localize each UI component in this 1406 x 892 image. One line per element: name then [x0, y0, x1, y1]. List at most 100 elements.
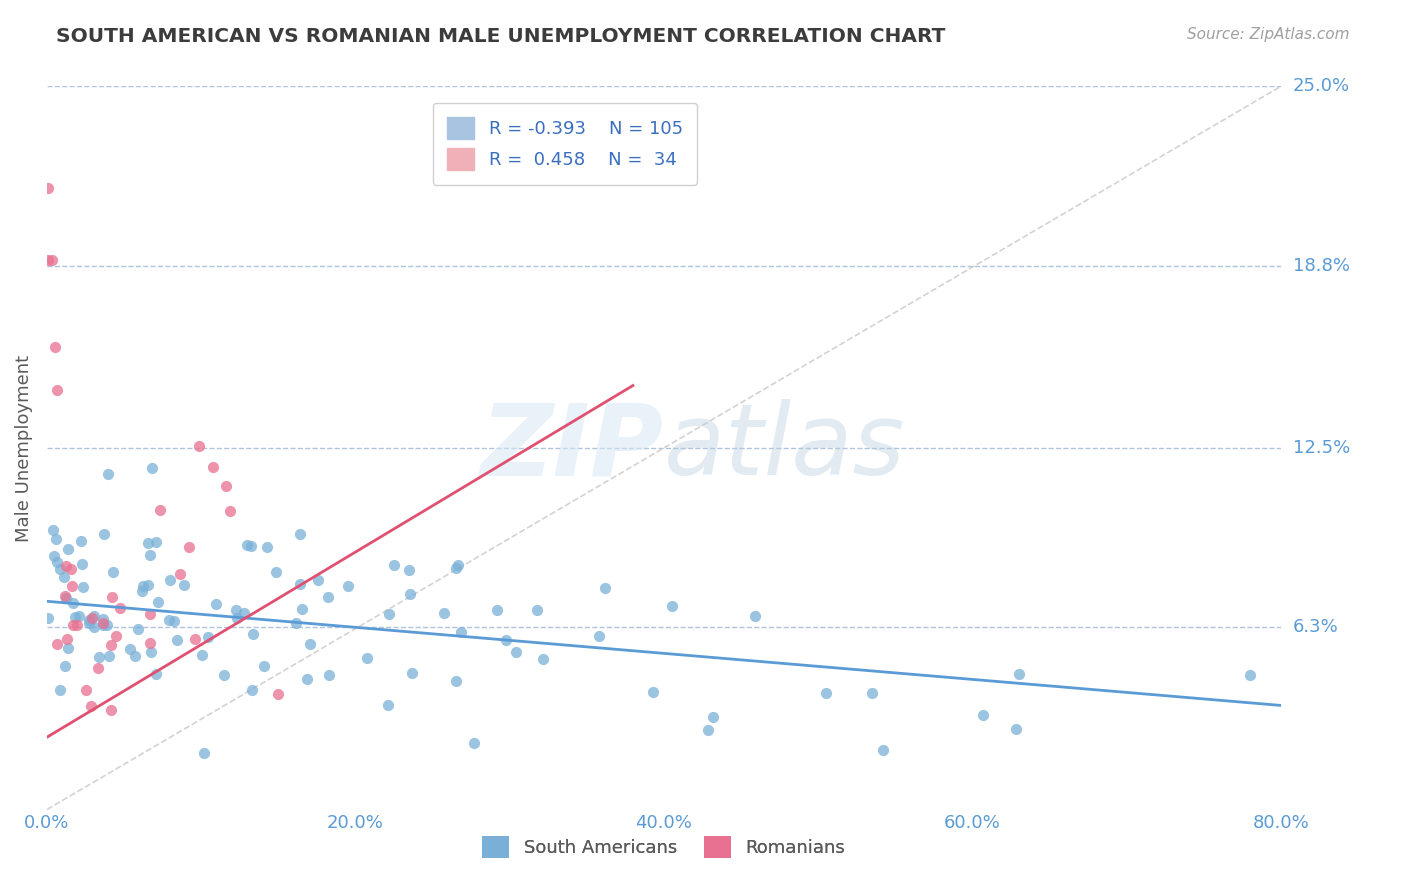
- Point: [197, 630, 219, 644]
- Point: [139, 645, 162, 659]
- Text: atlas: atlas: [664, 400, 905, 497]
- Point: [45, 532, 67, 546]
- Point: [219, 504, 242, 518]
- Point: [138, 636, 160, 650]
- Point: [101, 591, 124, 605]
- Point: [382, 558, 405, 572]
- Point: [72, 580, 94, 594]
- Point: [446, 561, 468, 575]
- Point: [80, 698, 103, 713]
- Point: [58, 641, 80, 656]
- Point: [96, 618, 118, 632]
- Point: [139, 607, 162, 621]
- Point: [91, 618, 114, 632]
- Point: [91, 612, 114, 626]
- Point: [641, 684, 664, 698]
- Point: [83, 609, 105, 624]
- Point: [162, 614, 184, 628]
- Point: [48, 561, 70, 575]
- Point: [37, 180, 59, 194]
- Point: [56, 632, 79, 647]
- Point: [214, 668, 236, 682]
- Point: [70, 533, 93, 548]
- Point: [485, 603, 508, 617]
- Point: [242, 627, 264, 641]
- Text: 12.5%: 12.5%: [1294, 439, 1350, 457]
- Point: [377, 607, 399, 621]
- Point: [59, 561, 82, 575]
- Point: [169, 566, 191, 581]
- Text: 6.3%: 6.3%: [1294, 618, 1339, 636]
- Point: [588, 629, 610, 643]
- Point: [239, 540, 262, 554]
- Point: [62, 617, 84, 632]
- Text: ZIP: ZIP: [481, 400, 664, 497]
- Point: [531, 652, 554, 666]
- Point: [42, 549, 65, 563]
- Point: [53, 589, 76, 603]
- Point: [45, 383, 67, 397]
- Point: [661, 599, 683, 613]
- Point: [193, 746, 215, 760]
- Point: [291, 602, 314, 616]
- Point: [256, 540, 278, 554]
- Point: [91, 616, 114, 631]
- Text: 18.8%: 18.8%: [1294, 257, 1350, 275]
- Point: [264, 565, 287, 579]
- Point: [58, 541, 80, 556]
- Point: [101, 565, 124, 579]
- Point: [205, 598, 228, 612]
- Point: [66, 618, 89, 632]
- Point: [148, 594, 170, 608]
- Point: [136, 578, 159, 592]
- Point: [67, 609, 90, 624]
- Point: [233, 606, 256, 620]
- Point: [100, 703, 122, 717]
- Point: [307, 573, 329, 587]
- Point: [145, 534, 167, 549]
- Text: 25.0%: 25.0%: [1294, 78, 1350, 95]
- Point: [267, 687, 290, 701]
- Point: [697, 723, 720, 738]
- Point: [159, 573, 181, 587]
- Point: [166, 633, 188, 648]
- Point: [124, 649, 146, 664]
- Point: [53, 659, 76, 673]
- Point: [41, 524, 63, 538]
- Point: [356, 651, 378, 665]
- Point: [1005, 722, 1028, 736]
- Point: [49, 682, 72, 697]
- Point: [188, 439, 211, 453]
- Point: [295, 672, 318, 686]
- Point: [97, 467, 120, 482]
- Point: [702, 710, 724, 724]
- Point: [184, 632, 207, 646]
- Point: [93, 526, 115, 541]
- Point: [139, 549, 162, 563]
- Point: [55, 558, 77, 573]
- Point: [450, 625, 472, 640]
- Point: [87, 661, 110, 675]
- Point: [236, 538, 259, 552]
- Point: [62, 596, 84, 610]
- Point: [46, 637, 69, 651]
- Point: [377, 698, 399, 712]
- Point: [1239, 668, 1261, 682]
- Point: [814, 686, 837, 700]
- Point: [225, 602, 247, 616]
- Legend: South Americans, Romanians: South Americans, Romanians: [475, 830, 852, 865]
- Point: [131, 584, 153, 599]
- Point: [316, 590, 339, 604]
- Point: [225, 610, 247, 624]
- Point: [157, 613, 180, 627]
- Point: [145, 667, 167, 681]
- Point: [285, 616, 308, 631]
- Text: SOUTH AMERICAN VS ROMANIAN MALE UNEMPLOYMENT CORRELATION CHART: SOUTH AMERICAN VS ROMANIAN MALE UNEMPLOY…: [56, 27, 946, 45]
- Point: [141, 460, 163, 475]
- Point: [65, 610, 87, 624]
- Point: [972, 707, 994, 722]
- Point: [179, 540, 201, 554]
- Point: [37, 611, 59, 625]
- Point: [399, 587, 422, 601]
- Point: [318, 667, 340, 681]
